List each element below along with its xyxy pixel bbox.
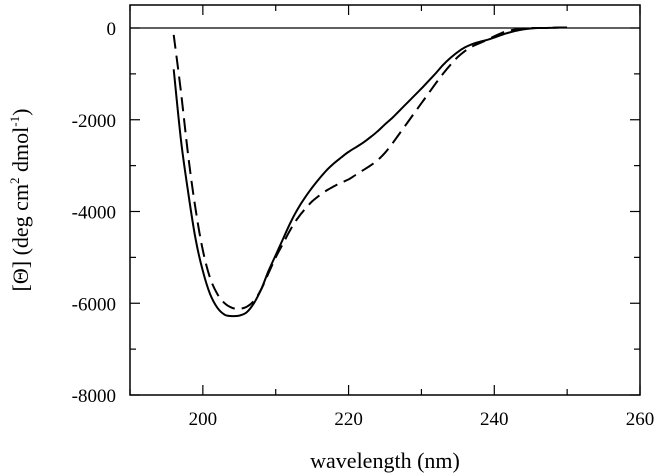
y-axis-title-exp-neg1: -1 (7, 116, 22, 127)
x-tick-label: 220 (334, 409, 363, 430)
x-tick-label: 240 (480, 409, 509, 430)
y-tick-label: 0 (107, 19, 117, 40)
y-tick-label: -8000 (72, 386, 116, 407)
y-axis-title-main: [Θ] (deg cm (8, 184, 33, 292)
axis-tick-labels: 200 220 240 260 0 -2000 -4000 -6000 -8000 (72, 19, 655, 430)
axis-ticks (129, 5, 641, 396)
plot-frame (129, 4, 641, 396)
y-axis-title-close: ) (8, 109, 33, 116)
x-axis-title: wavelength (nm) (310, 448, 460, 473)
y-tick-label: -6000 (72, 294, 116, 315)
y-axis-title: [Θ] (deg cm2 dmol-1) (7, 109, 33, 292)
y-tick-label: -2000 (72, 111, 116, 132)
y-tick-label: -4000 (72, 203, 116, 224)
series-solid-line (172, 26, 568, 318)
series-dashed-line (172, 26, 568, 310)
y-axis-title-exp-2: 2 (7, 177, 22, 184)
x-tick-label: 260 (626, 409, 655, 430)
x-tick-label: 200 (189, 409, 218, 430)
series-layer (172, 26, 568, 318)
y-axis-title-unit: dmol (8, 127, 33, 178)
